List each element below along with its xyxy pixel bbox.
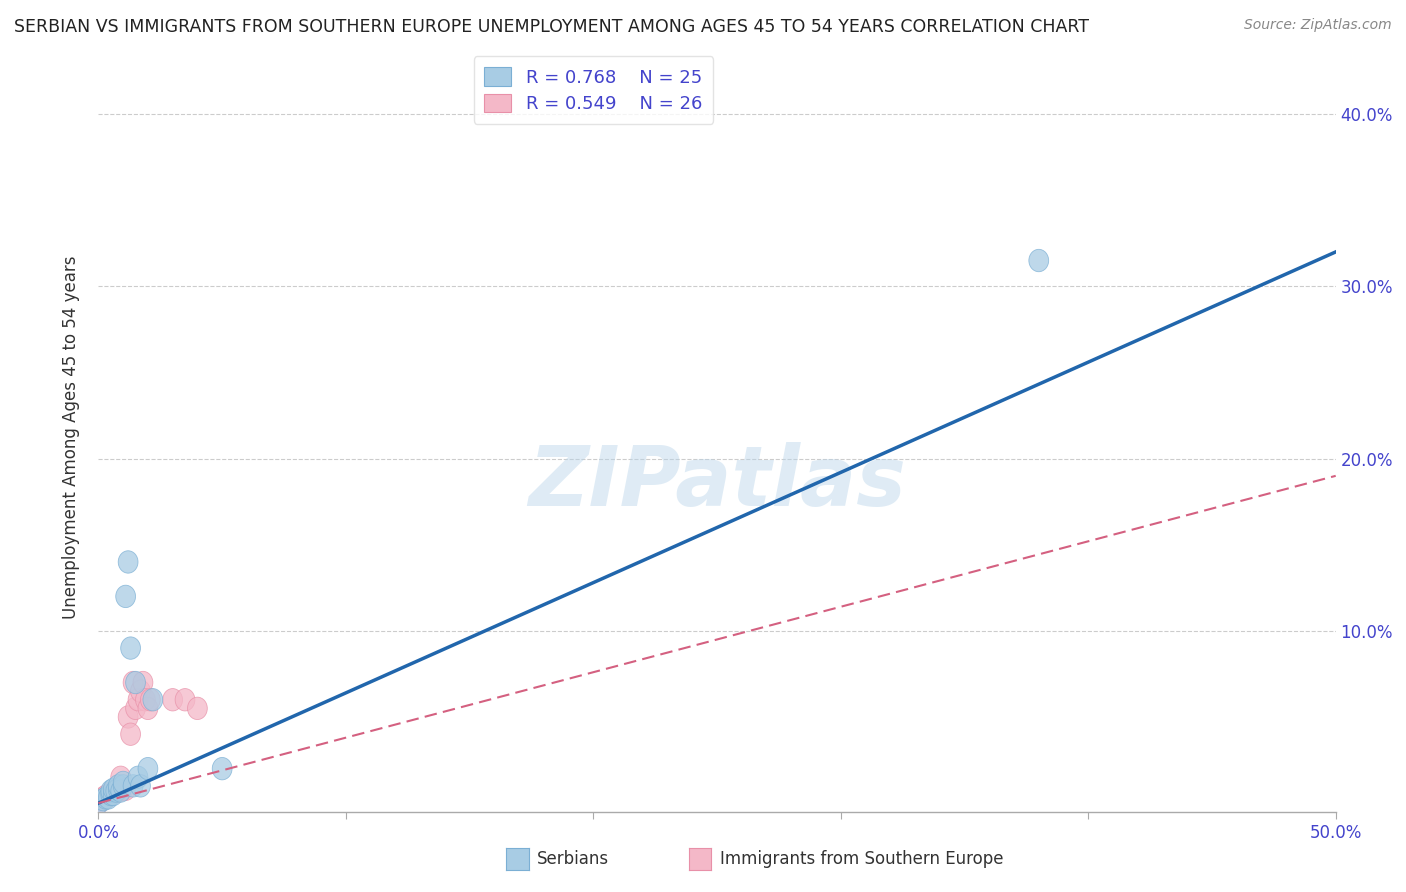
Ellipse shape [134,672,153,694]
Ellipse shape [104,778,124,800]
Text: Source: ZipAtlas.com: Source: ZipAtlas.com [1244,18,1392,32]
Ellipse shape [93,787,114,809]
Ellipse shape [124,672,143,694]
Ellipse shape [91,789,111,811]
Text: ZIPatlas: ZIPatlas [529,442,905,523]
Ellipse shape [115,585,135,607]
Ellipse shape [118,706,138,728]
Ellipse shape [105,780,125,802]
Text: SERBIAN VS IMMIGRANTS FROM SOUTHERN EUROPE UNEMPLOYMENT AMONG AGES 45 TO 54 YEAR: SERBIAN VS IMMIGRANTS FROM SOUTHERN EURO… [14,18,1090,36]
Ellipse shape [187,698,207,720]
Ellipse shape [125,672,145,694]
Ellipse shape [118,550,138,574]
Ellipse shape [101,783,121,805]
Ellipse shape [121,723,141,746]
Legend: R = 0.768    N = 25, R = 0.549    N = 26: R = 0.768 N = 25, R = 0.549 N = 26 [474,56,713,124]
Ellipse shape [105,780,125,802]
Ellipse shape [104,783,124,805]
Ellipse shape [163,689,183,711]
Ellipse shape [143,689,163,711]
Ellipse shape [138,757,157,780]
Ellipse shape [124,774,143,797]
Ellipse shape [98,785,118,807]
Ellipse shape [114,778,134,800]
Ellipse shape [96,785,115,807]
Ellipse shape [176,689,195,711]
Ellipse shape [114,774,134,797]
Ellipse shape [131,680,150,702]
Text: Immigrants from Southern Europe: Immigrants from Southern Europe [720,850,1004,868]
Ellipse shape [111,766,131,789]
Ellipse shape [138,698,157,720]
Ellipse shape [131,774,150,797]
Ellipse shape [125,698,145,720]
Ellipse shape [101,781,121,804]
Ellipse shape [115,778,135,800]
Ellipse shape [135,689,155,711]
Ellipse shape [212,757,232,780]
Ellipse shape [141,689,160,711]
Ellipse shape [108,774,128,797]
Ellipse shape [128,766,148,789]
Ellipse shape [108,778,128,800]
Ellipse shape [89,792,108,814]
Ellipse shape [96,787,115,809]
Ellipse shape [101,780,121,802]
Ellipse shape [93,789,114,811]
Ellipse shape [104,781,124,804]
Ellipse shape [128,689,148,711]
Ellipse shape [121,637,141,659]
Ellipse shape [114,772,134,794]
Ellipse shape [98,787,118,809]
Y-axis label: Unemployment Among Ages 45 to 54 years: Unemployment Among Ages 45 to 54 years [62,255,80,619]
Ellipse shape [111,780,131,802]
Ellipse shape [1029,250,1049,272]
Text: Serbians: Serbians [537,850,609,868]
Ellipse shape [101,783,121,805]
Ellipse shape [108,780,128,802]
Ellipse shape [89,792,108,814]
